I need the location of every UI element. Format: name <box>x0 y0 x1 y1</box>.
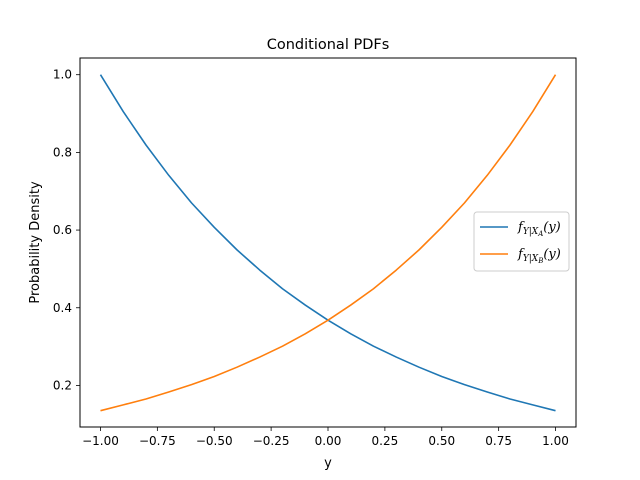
plot-lines <box>99 74 557 412</box>
legend: fY|XA(y) fY|XB(y) <box>473 211 570 272</box>
y-tick-label: 1.0 <box>53 68 72 82</box>
y-axis-label: Probability Density <box>28 181 43 304</box>
legend-label-1: fY|XB(y) <box>517 247 561 265</box>
x-axis-ticks: −1.00 −0.75 −0.50 −0.25 0.00 0.25 0.50 0.75 1.00 <box>82 427 569 448</box>
x-tick-label: −0.50 <box>196 434 233 448</box>
chart-title: Conditional PDFs <box>267 37 390 53</box>
x-tick-label: −0.75 <box>139 434 176 448</box>
y-axis-ticks: 0.2 0.4 0.6 0.8 1.0 <box>53 68 80 392</box>
x-axis-label: y <box>324 456 332 471</box>
legend-label-0: fY|XA(y) <box>517 220 561 238</box>
y-tick-label: 0.2 <box>53 378 72 392</box>
x-tick-label: −0.25 <box>253 434 290 448</box>
x-tick-label: −1.00 <box>82 434 119 448</box>
y-tick-label: 0.6 <box>53 223 72 237</box>
x-tick-label: 0.75 <box>485 434 512 448</box>
y-tick-label: 0.8 <box>53 145 72 159</box>
x-tick-label: 0.25 <box>372 434 399 448</box>
x-tick-label: 1.00 <box>542 434 569 448</box>
y-tick-label: 0.4 <box>53 301 72 315</box>
x-tick-label: 0.50 <box>428 434 455 448</box>
series-line-1 <box>100 74 557 412</box>
x-tick-label: 0.00 <box>315 434 342 448</box>
